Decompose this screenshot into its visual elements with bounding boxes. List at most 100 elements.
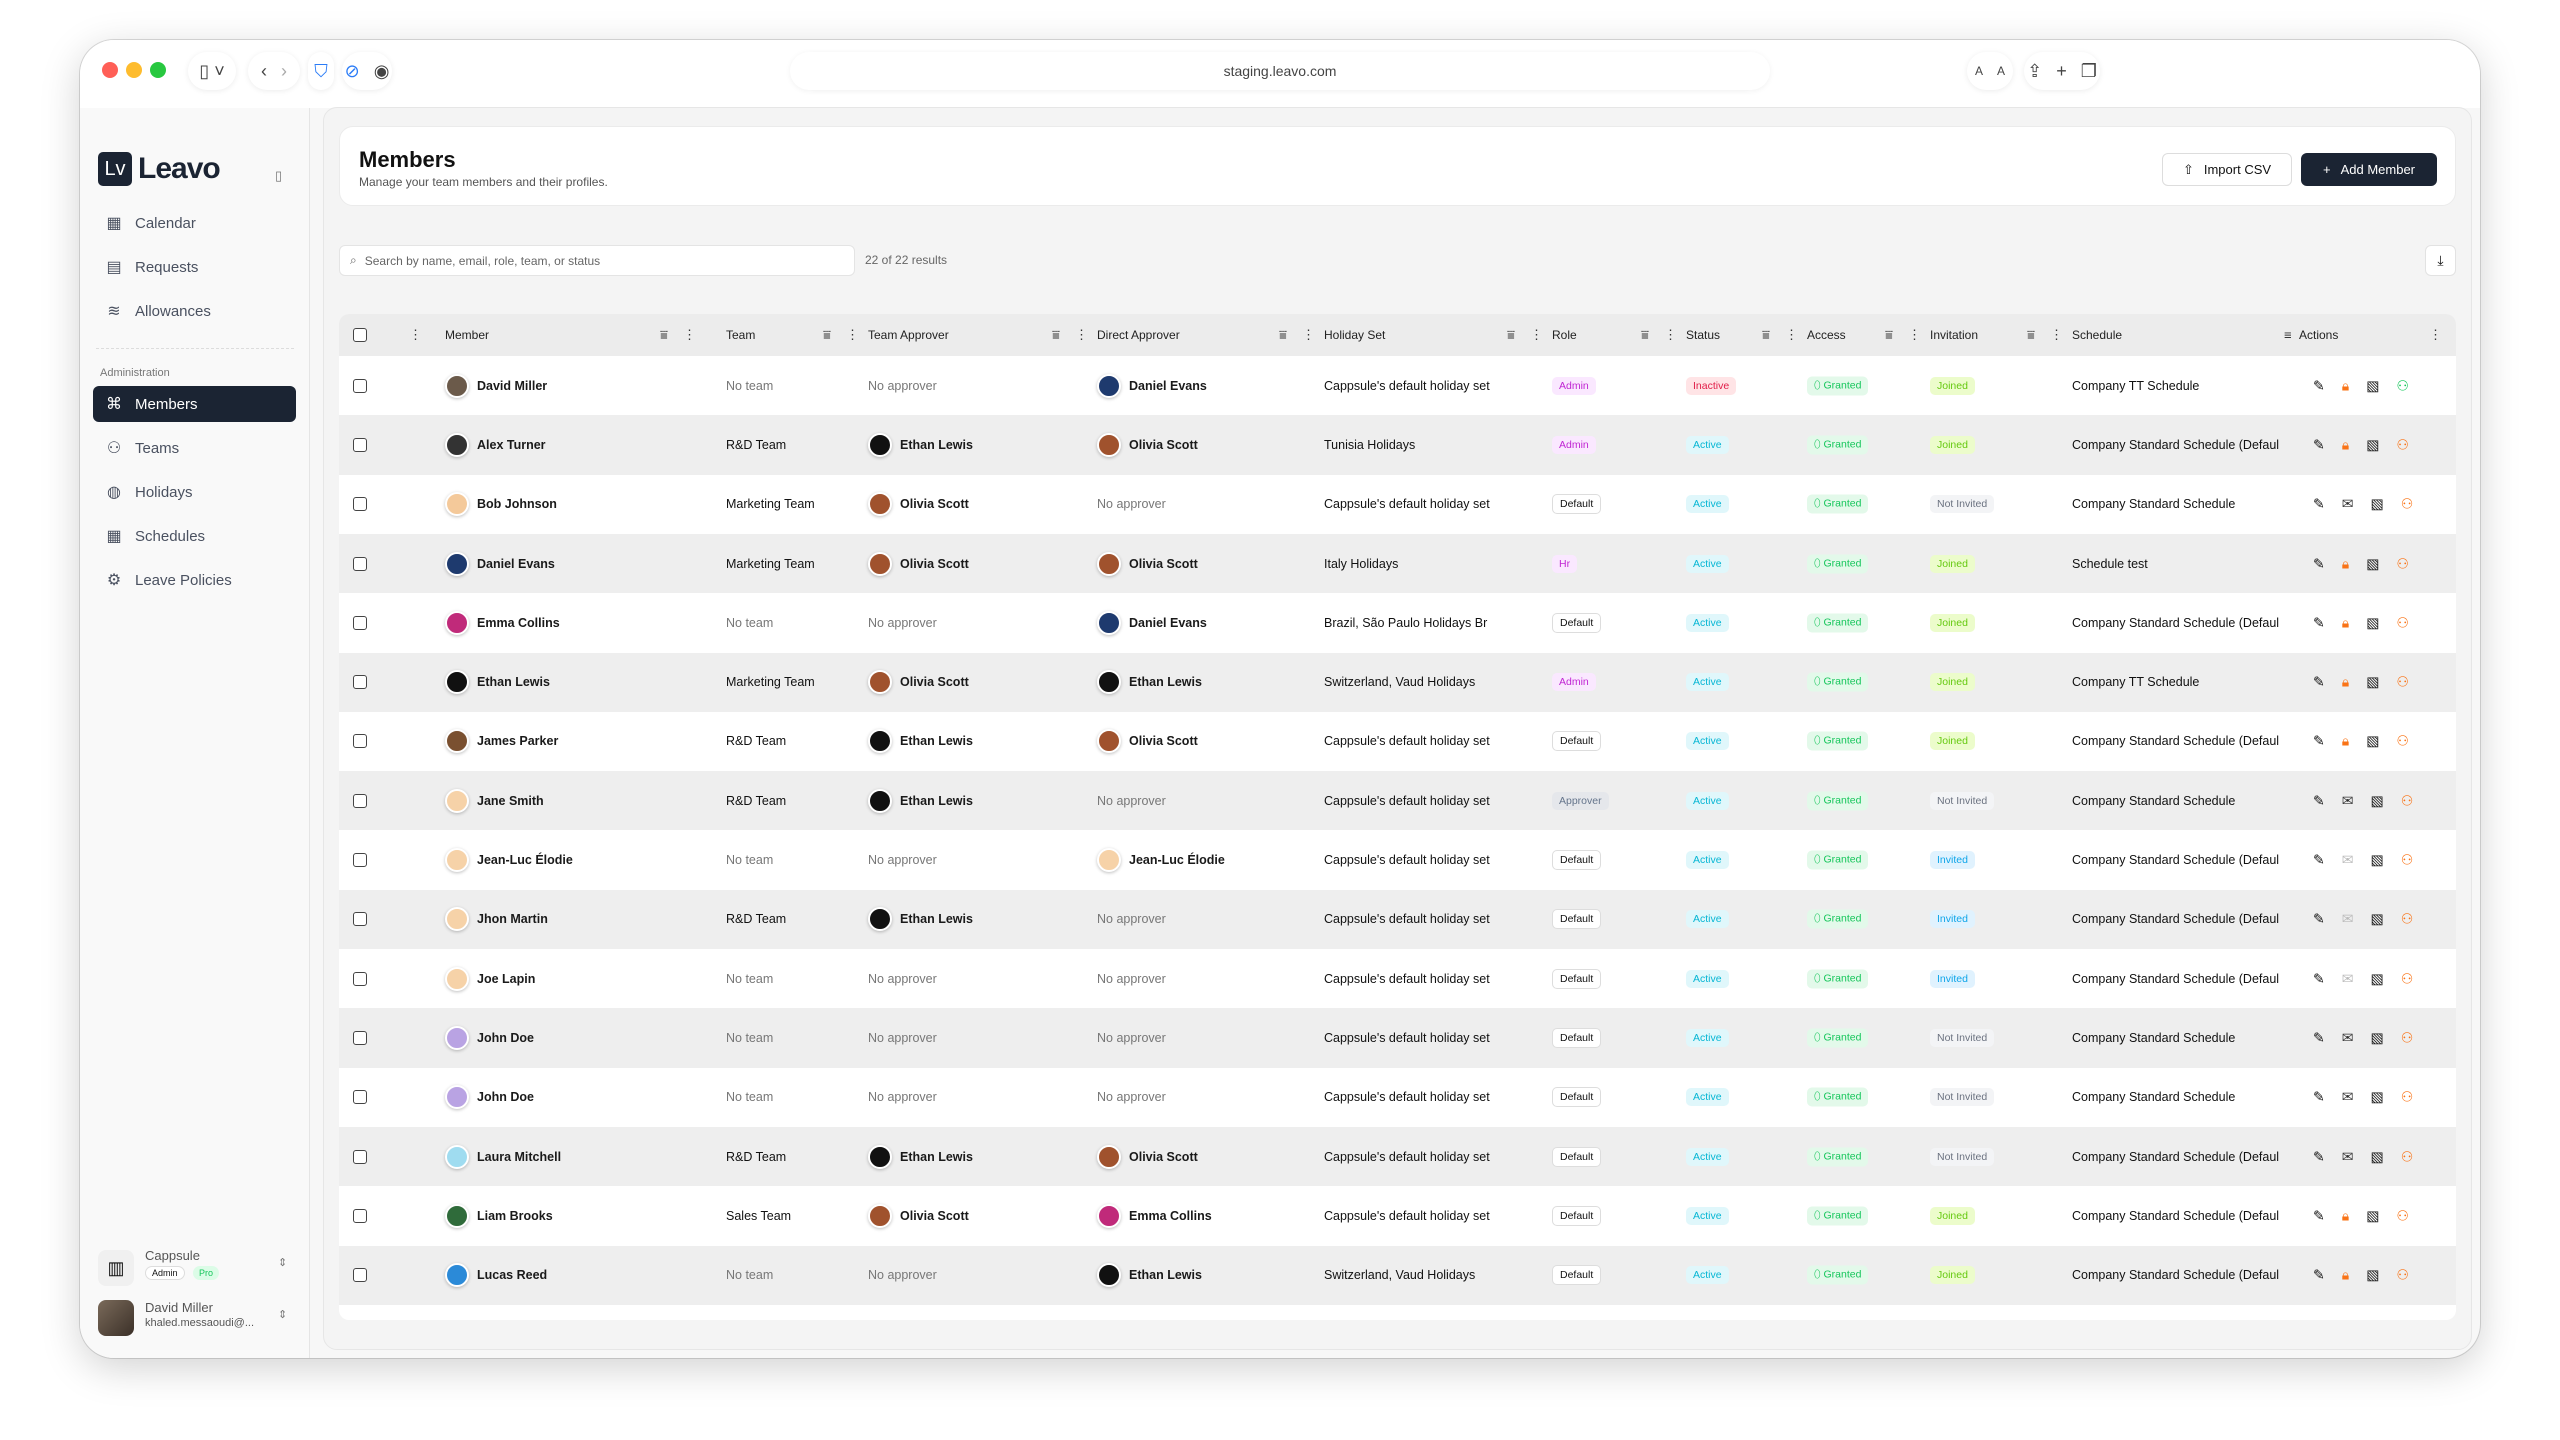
back-icon[interactable]: ‹: [261, 60, 267, 81]
column-header-role[interactable]: Role: [1552, 328, 1577, 342]
lock-icon[interactable]: 🔒︎: [2341, 1207, 2350, 1224]
mail-icon[interactable]: ✉: [2341, 910, 2354, 927]
calendar-off-icon[interactable]: ▧: [2366, 673, 2380, 690]
user-x-icon[interactable]: ⚇: [2400, 1148, 2414, 1165]
add-member-button[interactable]: + Add Member: [2301, 153, 2437, 186]
table-row[interactable]: Alex Turner R&D Team Ethan Lewis Olivia Sco…: [339, 415, 2456, 475]
forward-icon[interactable]: ›: [281, 60, 287, 81]
row-checkbox[interactable]: [353, 1090, 367, 1105]
user-menu[interactable]: David Miller khaled.messaoudi@... ⇕: [98, 1300, 298, 1340]
edit-icon[interactable]: ✎: [2313, 555, 2325, 572]
sidebar-item-calendar[interactable]: ▦ Calendar: [93, 205, 296, 241]
row-checkbox[interactable]: [353, 556, 367, 571]
column-menu-icon[interactable]: ⋮: [846, 327, 865, 342]
edit-icon[interactable]: ✎: [2313, 377, 2325, 394]
row-checkbox[interactable]: [353, 853, 367, 868]
table-row[interactable]: Bob Johnson Marketing Team Olivia Scott No …: [339, 475, 2456, 534]
sort-icon[interactable]: ≡: [2284, 327, 2298, 343]
table-row[interactable]: David Miller No team No approver Daniel Eva…: [339, 356, 2456, 415]
edit-icon[interactable]: ✎: [2313, 1207, 2325, 1224]
calendar-off-icon[interactable]: ▧: [2366, 1266, 2380, 1283]
calendar-off-icon[interactable]: ▧: [2366, 377, 2380, 394]
column-menu-icon[interactable]: ⋮: [2050, 327, 2069, 342]
edit-icon[interactable]: ✎: [2313, 792, 2325, 809]
row-checkbox[interactable]: [353, 615, 367, 630]
lock-icon[interactable]: 🔒︎: [2341, 614, 2350, 631]
sidebar-toggle-icon[interactable]: ▯ ˅: [188, 52, 236, 90]
filter-icon[interactable]: ⩸: [660, 327, 674, 342]
column-menu-icon[interactable]: ⋮: [1530, 327, 1549, 342]
column-header-schedule[interactable]: Schedule: [2072, 328, 2122, 342]
filter-icon[interactable]: ⩸: [1279, 327, 1293, 342]
user-x-icon[interactable]: ⚇: [2396, 436, 2409, 453]
calendar-off-icon[interactable]: ▧: [2370, 1088, 2384, 1105]
user-x-icon[interactable]: ⚇: [2396, 555, 2409, 572]
calendar-off-icon[interactable]: ▧: [2366, 614, 2380, 631]
row-checkbox[interactable]: [353, 1149, 367, 1164]
column-header-invitation[interactable]: Invitation: [1930, 328, 1978, 342]
calendar-off-icon[interactable]: ▧: [2370, 495, 2384, 512]
row-checkbox[interactable]: [353, 378, 367, 393]
filter-icon[interactable]: ⩸: [1762, 327, 1776, 342]
edit-icon[interactable]: ✎: [2313, 851, 2325, 868]
calendar-off-icon[interactable]: ▧: [2370, 792, 2384, 809]
mail-icon[interactable]: ✉: [2341, 1029, 2354, 1046]
column-menu-icon[interactable]: ⋮: [1302, 327, 1321, 342]
row-checkbox[interactable]: [353, 912, 367, 927]
share-icon[interactable]: ⇪: [2027, 60, 2043, 81]
table-row[interactable]: Jane Smith R&D Team Ethan Lewis No approver…: [339, 771, 2456, 831]
row-checkbox[interactable]: [353, 497, 367, 512]
edit-icon[interactable]: ✎: [2313, 970, 2325, 987]
column-header-actions[interactable]: Actions: [2299, 328, 2338, 342]
user-x-icon[interactable]: ⚇: [2396, 673, 2409, 690]
mail-icon[interactable]: ✉: [2341, 792, 2354, 809]
user-x-icon[interactable]: ⚇: [2400, 1029, 2414, 1046]
table-row[interactable]: Lucas Reed No team No approver Ethan Lewis S…: [339, 1245, 2456, 1305]
address-bar[interactable]: staging.leavo.com: [790, 52, 1770, 90]
column-header-member[interactable]: Member: [445, 328, 489, 342]
sidebar-item-requests[interactable]: ▤ Requests: [93, 249, 296, 285]
column-menu-icon[interactable]: ⋮: [2429, 327, 2448, 342]
calendar-off-icon[interactable]: ▧: [2370, 1029, 2384, 1046]
filter-icon[interactable]: ⩸: [1885, 327, 1899, 342]
edit-icon[interactable]: ✎: [2313, 1266, 2325, 1283]
column-header-team-approver[interactable]: Team Approver: [868, 328, 949, 342]
user-x-icon[interactable]: ⚇: [2396, 1207, 2409, 1224]
column-menu-icon[interactable]: ⋮: [1908, 327, 1927, 342]
user-x-icon[interactable]: ⚇: [2396, 1266, 2409, 1283]
user-x-icon[interactable]: ⚇: [2400, 970, 2414, 987]
mail-icon[interactable]: ✉: [2341, 1148, 2354, 1165]
table-row[interactable]: Emma Collins No team No approver Daniel Eva…: [339, 593, 2456, 652]
mail-icon[interactable]: ✉: [2341, 495, 2354, 512]
column-header-direct-approver[interactable]: Direct Approver: [1097, 328, 1180, 342]
import-csv-button[interactable]: ⇧ Import CSV: [2162, 153, 2292, 186]
collapse-sidebar-icon[interactable]: ▯: [275, 168, 283, 183]
sidebar-item-teams[interactable]: ⚇ Teams: [93, 430, 296, 466]
search-input[interactable]: ⌕ Search by name, email, role, team, or s…: [339, 245, 855, 276]
edit-icon[interactable]: ✎: [2313, 1088, 2325, 1105]
row-checkbox[interactable]: [353, 437, 367, 452]
sidebar-item-leave-policies[interactable]: ⚙ Leave Policies: [93, 562, 296, 598]
lock-icon[interactable]: 🔒︎: [2341, 673, 2350, 690]
calendar-off-icon[interactable]: ▧: [2370, 1148, 2384, 1165]
table-row[interactable]: John Doe No team No approver No approver Cap…: [339, 1008, 2456, 1068]
user-x-icon[interactable]: ⚇: [2396, 377, 2409, 394]
sidebar-item-allowances[interactable]: ≋ Allowances: [93, 293, 296, 329]
column-header-status[interactable]: Status: [1686, 328, 1720, 342]
table-row[interactable]: Ethan Lewis Marketing Team Olivia Scott Eth…: [339, 652, 2456, 712]
tabs-overview-icon[interactable]: ❐: [2080, 60, 2097, 81]
sidebar-item-holidays[interactable]: ◍ Holidays: [93, 474, 296, 510]
table-row[interactable]: Daniel Evans Marketing Team Olivia Scott Ol…: [339, 533, 2456, 594]
pocket-icon[interactable]: ⛉: [308, 52, 334, 90]
user-x-icon[interactable]: ⚇: [2396, 614, 2409, 631]
text-smaller-button[interactable]: A: [1974, 64, 1983, 78]
lock-icon[interactable]: 🔒︎: [2341, 436, 2350, 453]
minimize-window-button[interactable]: [126, 62, 142, 78]
text-larger-button[interactable]: A: [1997, 64, 2006, 78]
filter-icon[interactable]: ⩸: [823, 327, 837, 342]
user-x-icon[interactable]: ⚇: [2400, 910, 2414, 927]
column-menu-icon[interactable]: ⋮: [683, 327, 702, 342]
column-header-access[interactable]: Access: [1807, 328, 1846, 342]
column-header-team[interactable]: Team: [726, 328, 755, 342]
user-x-icon[interactable]: ⚇: [2400, 1088, 2414, 1105]
